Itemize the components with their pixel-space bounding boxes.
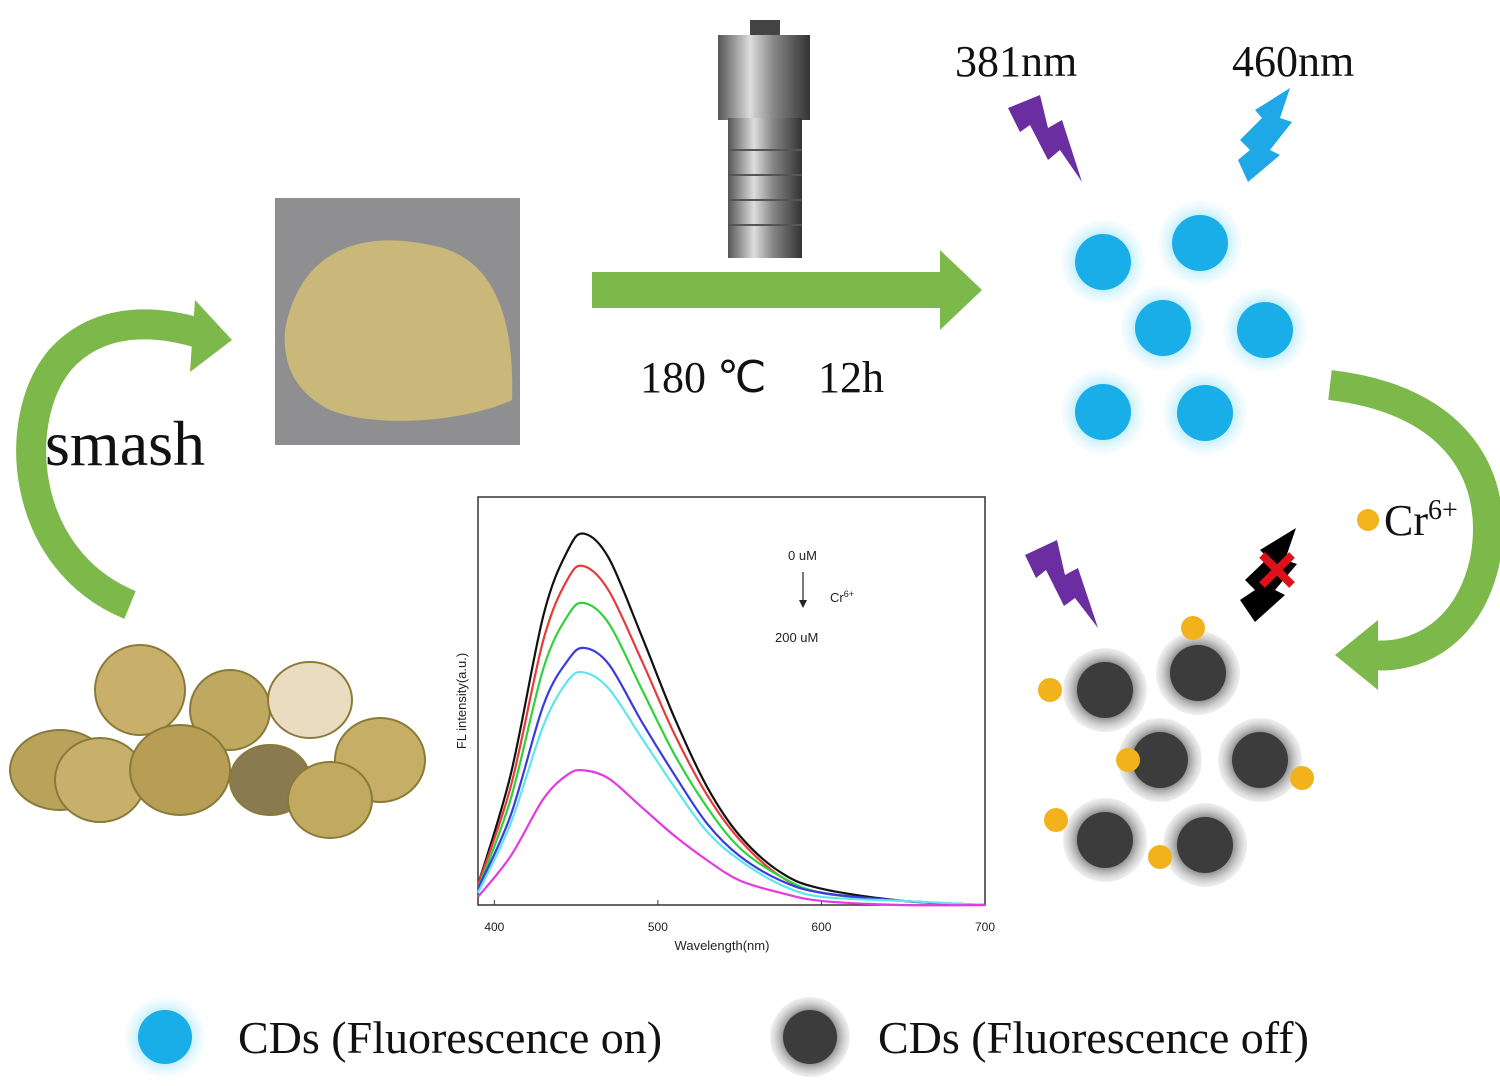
cd-on xyxy=(1075,234,1131,290)
x-tick-label: 400 xyxy=(484,920,504,934)
ion-symbol: Cr xyxy=(830,590,844,605)
spectrum-line xyxy=(476,601,986,907)
time-label: 12h xyxy=(818,353,884,402)
ion-charge: 6+ xyxy=(844,589,854,599)
bolt-460 xyxy=(1238,88,1292,182)
cd-on xyxy=(1237,302,1293,358)
arrow-head xyxy=(940,250,982,330)
spectrum-line xyxy=(476,532,986,907)
legend-marker xyxy=(783,1010,837,1064)
ion-charge: 6+ xyxy=(1428,495,1458,526)
cd-off xyxy=(1177,817,1233,873)
ion-label: Cr6+ xyxy=(1384,495,1458,545)
cr-ion xyxy=(1038,678,1062,702)
cd-off xyxy=(1077,662,1133,718)
cd-on xyxy=(1172,215,1228,271)
cr-ion xyxy=(1116,748,1140,772)
smash-arrow xyxy=(16,309,210,619)
legend-label: CDs (Fluorescence on) xyxy=(238,1012,662,1063)
annotation-end: 200 uM xyxy=(775,630,818,645)
x-tick-label: 500 xyxy=(648,920,668,934)
cds-on-cluster xyxy=(1061,201,1307,455)
longan-shells xyxy=(9,644,426,839)
spectrum-line xyxy=(476,646,986,907)
smash-label: smash xyxy=(45,408,205,479)
legend-marker xyxy=(138,1010,192,1064)
quench-arrow xyxy=(1328,370,1500,671)
y-axis-label: FL intensity(a.u.) xyxy=(454,653,469,749)
x-tick-label: 600 xyxy=(811,920,831,934)
ion-symbol: Cr xyxy=(1384,496,1428,545)
excitation-label: 381nm xyxy=(955,37,1077,86)
synthesis-arrow xyxy=(592,272,942,308)
cd-on xyxy=(1075,384,1131,440)
cd-off xyxy=(1132,732,1188,788)
annotation-arrow-head xyxy=(799,600,807,608)
cr-ion xyxy=(1044,808,1068,832)
temperature-label: 180 ℃ xyxy=(640,353,766,402)
cd-on xyxy=(1177,385,1233,441)
cr-ion xyxy=(1148,845,1172,869)
arrow-head xyxy=(1335,620,1378,690)
x-axis-label: Wavelength(nm) xyxy=(675,938,770,953)
spectrum-line xyxy=(477,768,986,907)
block-mark xyxy=(1259,552,1295,588)
cd-off xyxy=(1077,812,1133,868)
bolt-381 xyxy=(1008,95,1082,182)
legend-label: CDs (Fluorescence off) xyxy=(878,1012,1309,1063)
annotation-ion: Cr6+ xyxy=(830,589,854,605)
excitation-label: 460nm xyxy=(1232,37,1354,86)
autoclave xyxy=(718,20,810,258)
x-tick-label: 700 xyxy=(975,920,995,934)
cd-on xyxy=(1135,300,1191,356)
cr-ion xyxy=(1181,616,1205,640)
arrow-head xyxy=(190,300,232,372)
cd-off xyxy=(1232,732,1288,788)
cds-off-cluster xyxy=(1038,616,1314,887)
cd-off xyxy=(1170,645,1226,701)
annotation-start: 0 uM xyxy=(788,548,817,563)
chart-frame xyxy=(477,496,986,906)
bolt-381 xyxy=(1025,540,1098,628)
spectrum-line xyxy=(477,670,986,907)
ion-dot xyxy=(1357,509,1379,531)
cr-ion xyxy=(1290,766,1314,790)
powder xyxy=(284,240,513,421)
